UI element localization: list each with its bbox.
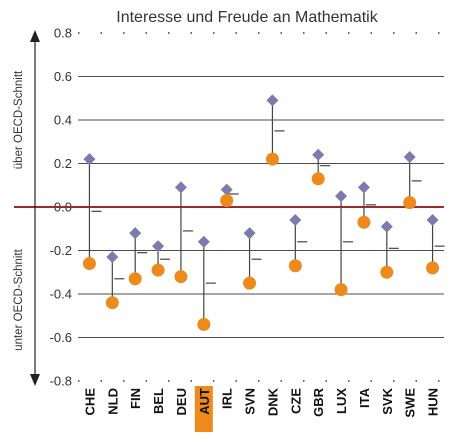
circle-point [243,276,257,290]
y-tick-label: 0.4 [54,113,72,128]
side-label-upper: über OECD-Schnitt [13,70,25,169]
x-tick-label: DNK [265,387,280,416]
circle-point [128,272,142,286]
circle-point [334,283,348,297]
side-label-lower: unter OECD-Schnitt [13,248,25,350]
x-tick-label: SVN [243,388,258,415]
circle-point [403,196,417,210]
diamond-point [106,251,119,264]
y-tick-label: -0.4 [50,287,72,302]
grid: 0.80.60.40.20.0-0.2-0.4-0.6-0.8 [50,26,444,389]
circle-point [105,296,119,310]
circle-point [197,317,211,331]
x-tick-label: IRL [220,388,235,409]
diamond-point [357,181,370,194]
chart-marks [82,94,445,331]
circle-point [82,257,96,271]
y-tick-label: -0.8 [50,374,72,389]
y-tick-label: 0.8 [54,26,72,41]
diamond-point [243,227,256,240]
circle-point [380,265,394,279]
circle-point [357,215,371,229]
circle-point [220,193,234,207]
diamond-point [426,214,439,227]
x-tick-label: AUT [197,388,212,415]
x-tick-label: CZE [288,388,303,414]
x-tick-label: LUX [334,388,349,414]
x-tick-label: BEL [151,388,166,414]
circle-point [265,152,279,166]
diamond-point [312,148,325,161]
x-tick-label: FIN [128,388,143,409]
diamond-point [197,235,210,248]
x-tick-label: GBR [311,387,326,417]
diamond-point [129,227,142,240]
diamond-point [83,153,96,166]
diamond-point [152,240,165,253]
diamond-point [289,214,302,227]
y-tick-label: 0.6 [54,69,72,84]
circle-point [311,172,325,186]
diamond-point [380,220,393,233]
diamond-point [335,190,348,203]
diamond-point [220,183,233,196]
y-tick-label: 0.2 [54,156,72,171]
arrow-up-icon [30,30,40,42]
side-annotations: über OECD-Schnitt unter OECD-Schnitt [13,30,78,386]
diamond-point [403,150,416,163]
x-tick-label: NLD [105,388,120,415]
x-tick-labels: CHE NLD FIN BEL DEU AUT IRL SVN DNK CZE GBR LUX ITA S… [82,386,441,432]
x-tick-label: HUN [426,388,441,416]
chart-title: Interesse und Freude an Mathematik [116,9,378,26]
diamond-point [174,181,187,194]
y-tick-label: -0.2 [50,243,72,258]
highlight-label-bg [194,386,213,432]
x-tick-label: CHE [82,388,97,416]
x-tick-label: SWE [403,388,418,418]
diamond-point [266,94,279,107]
y-tick-label: -0.6 [50,330,72,345]
circle-point [151,263,165,277]
x-tick-label: SVK [380,387,395,414]
circle-point [426,261,440,275]
arrow-down-icon [30,374,40,386]
x-tick-label: ITA [357,387,372,408]
circle-point [288,259,302,273]
x-tick-label: DEU [174,388,189,415]
circle-point [174,270,188,284]
